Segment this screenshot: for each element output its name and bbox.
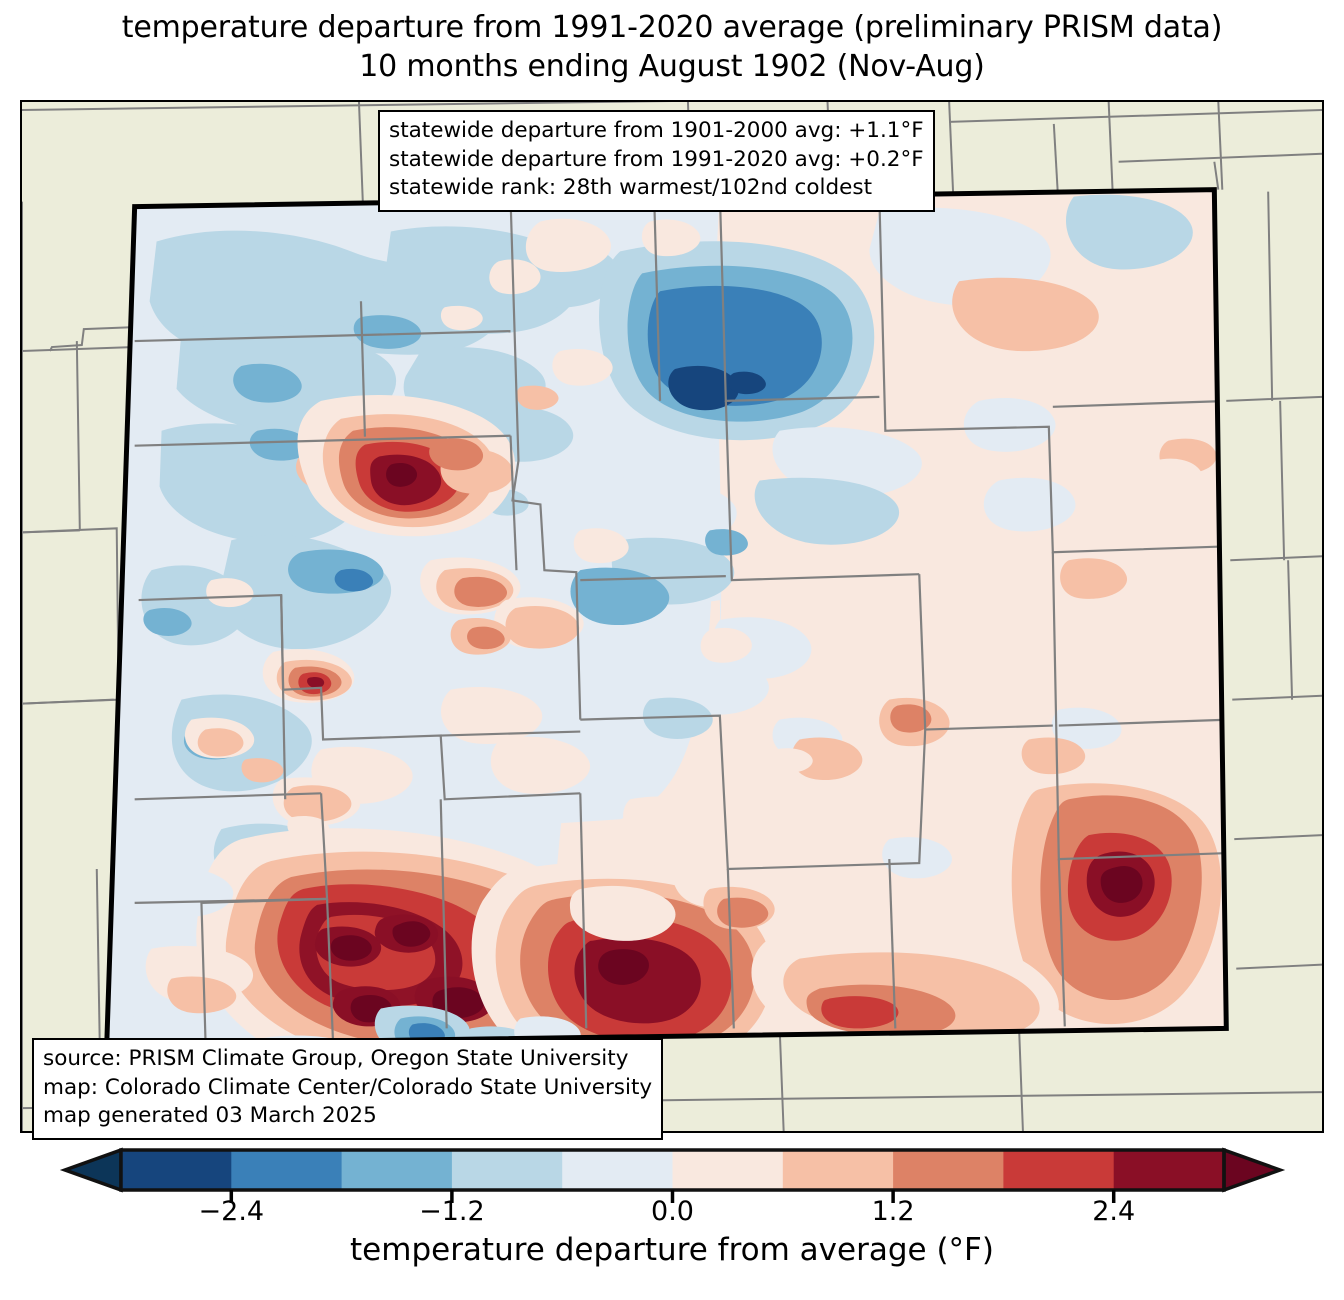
stat-line-2: statewide departure from 1991-2020 avg: … (389, 146, 924, 172)
colorbar-tick-4: 2.4 (1092, 1196, 1136, 1227)
colorbar-tick-3: 1.2 (871, 1196, 915, 1227)
colorbar-tick-2: 0.0 (651, 1196, 694, 1227)
anomaly-contour-layer (106, 189, 1227, 1045)
colorbar-tick-1: −1.2 (419, 1196, 485, 1227)
colorbar-tick-0: −2.4 (198, 1196, 265, 1227)
colorado-anomaly-map (22, 102, 1322, 1131)
colorbar (0, 1140, 1344, 1300)
stat-line-1: statewide departure from 1901-2000 avg: … (389, 118, 924, 143)
source-line-3: map generated 03 March 2025 (43, 1103, 377, 1129)
colorbar-swatches (59, 1147, 1286, 1203)
stat-line-3: statewide rank: 28th warmest/102nd colde… (389, 175, 873, 201)
page-title: temperature departure from 1991-2020 ave… (0, 8, 1344, 86)
source-line-2: map: Colorado Climate Center/Colorado St… (43, 1074, 653, 1100)
source-line-1: source: PRISM Climate Group, Oregon Stat… (43, 1046, 629, 1071)
title-line-1: temperature departure from 1991-2020 ave… (121, 10, 1223, 45)
statewide-stats-box: statewide departure from 1901-2000 avg: … (378, 110, 935, 212)
colorbar-axis-label: temperature departure from average (°F) (350, 1232, 994, 1268)
map-frame (20, 100, 1324, 1133)
title-line-2: 10 months ending August 1902 (Nov-Aug) (359, 49, 985, 84)
source-attribution-box: source: PRISM Climate Group, Oregon Stat… (32, 1038, 664, 1140)
